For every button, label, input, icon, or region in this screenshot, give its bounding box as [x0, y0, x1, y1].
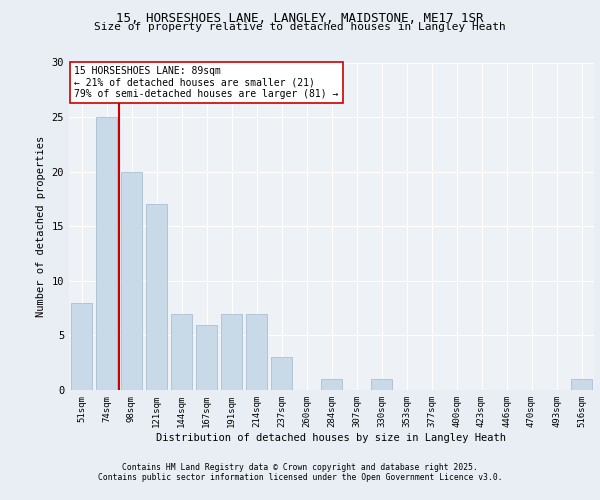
- Text: 15, HORSESHOES LANE, LANGLEY, MAIDSTONE, ME17 1SR: 15, HORSESHOES LANE, LANGLEY, MAIDSTONE,…: [116, 12, 484, 26]
- Bar: [146, 204, 167, 390]
- Text: 15 HORSESHOES LANE: 89sqm
← 21% of detached houses are smaller (21)
79% of semi-: 15 HORSESHOES LANE: 89sqm ← 21% of detac…: [74, 66, 338, 99]
- Bar: [96, 117, 117, 390]
- Bar: [196, 324, 217, 390]
- Y-axis label: Number of detached properties: Number of detached properties: [36, 136, 46, 317]
- Bar: [246, 314, 267, 390]
- Text: Size of property relative to detached houses in Langley Heath: Size of property relative to detached ho…: [94, 22, 506, 32]
- Bar: [121, 172, 142, 390]
- Bar: [171, 314, 192, 390]
- Text: Contains HM Land Registry data © Crown copyright and database right 2025.: Contains HM Land Registry data © Crown c…: [122, 462, 478, 471]
- Bar: [271, 357, 292, 390]
- Bar: [371, 379, 392, 390]
- Text: Contains public sector information licensed under the Open Government Licence v3: Contains public sector information licen…: [98, 472, 502, 482]
- Bar: [71, 302, 92, 390]
- Bar: [221, 314, 242, 390]
- Bar: [571, 379, 592, 390]
- X-axis label: Distribution of detached houses by size in Langley Heath: Distribution of detached houses by size …: [157, 432, 506, 442]
- Bar: [321, 379, 342, 390]
